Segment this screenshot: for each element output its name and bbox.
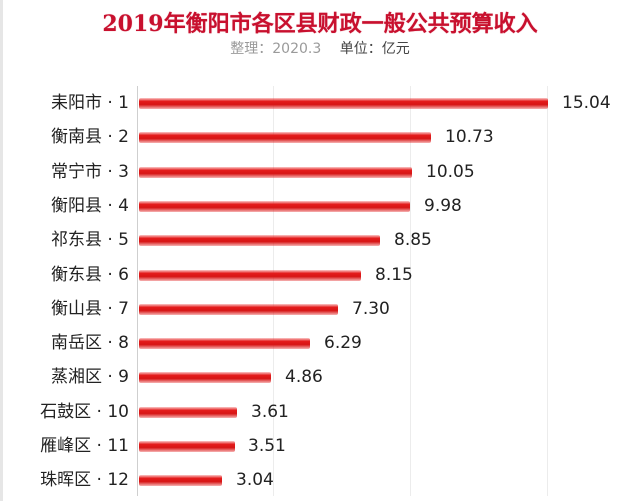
- bar-row: 珠晖区 · 12 3.04: [0, 465, 640, 495]
- unit-label: 单位：亿元: [339, 41, 410, 57]
- category-label: 祁东县 · 5: [50, 230, 129, 250]
- bar-row: 南岳区 · 8 6.29: [0, 328, 640, 358]
- category-label: 常宁市 · 3: [50, 162, 129, 182]
- bar-row: 衡阳县 · 4 9.98: [0, 191, 640, 221]
- bar-row: 常宁市 · 3 10.05: [0, 157, 640, 187]
- category-label: 衡南县 · 2: [50, 127, 129, 147]
- category-label: 耒阳市 · 1: [50, 93, 129, 113]
- bar-row: 祁东县 · 5 8.85: [0, 225, 640, 255]
- category-label: 南岳区 · 8: [50, 333, 129, 353]
- compiled-date: 整理：2020.3: [230, 41, 322, 57]
- bar-row: 衡东县 · 6 8.15: [0, 260, 640, 290]
- value-label: 10.05: [426, 162, 475, 182]
- bar-row: 衡南县 · 2 10.73: [0, 122, 640, 152]
- y-axis: [137, 86, 138, 496]
- gridline-15: [547, 86, 548, 496]
- category-label: 石鼓区 · 10: [40, 402, 129, 422]
- chart-title: 2019年衡阳市各区县财政一般公共预算收入: [102, 11, 538, 37]
- bar: [139, 338, 311, 349]
- value-label: 10.73: [445, 127, 494, 147]
- value-label: 3.51: [248, 436, 286, 456]
- value-label: 4.86: [285, 367, 323, 387]
- bar: [139, 441, 235, 452]
- bar: [139, 132, 431, 143]
- category-label: 蒸湘区 · 9: [50, 367, 129, 387]
- bar-row: 雁峰区 · 11 3.51: [0, 431, 640, 461]
- bar-row: 衡山县 · 7 7.30: [0, 294, 640, 324]
- bar: [139, 167, 413, 178]
- value-label: 3.04: [236, 470, 274, 490]
- value-label: 7.30: [352, 299, 390, 319]
- left-border: [0, 0, 3, 501]
- bar: [139, 475, 222, 486]
- bar: [139, 372, 272, 383]
- category-label: 衡东县 · 6: [50, 265, 129, 285]
- bar: [139, 235, 380, 246]
- gridline-5: [273, 86, 274, 496]
- value-label: 9.98: [424, 196, 462, 216]
- gridline-10: [410, 86, 411, 496]
- bar: [139, 98, 548, 109]
- bar-row: 蒸湘区 · 9 4.86: [0, 362, 640, 392]
- value-label: 3.61: [251, 402, 289, 422]
- category-label: 衡山县 · 7: [50, 299, 129, 319]
- chart-subtitle: 整理：2020.3 单位：亿元: [0, 38, 640, 58]
- bar: [139, 407, 238, 418]
- bar: [139, 201, 411, 212]
- value-label: 15.04: [562, 93, 611, 113]
- value-label: 8.85: [394, 230, 432, 250]
- value-label: 6.29: [324, 333, 362, 353]
- bar: [139, 270, 361, 281]
- category-label: 雁峰区 · 11: [40, 436, 129, 456]
- bar: [139, 304, 338, 315]
- category-label: 衡阳县 · 4: [50, 196, 129, 216]
- value-label: 8.15: [375, 265, 413, 285]
- bar-row: 石鼓区 · 10 3.61: [0, 397, 640, 427]
- bar-row: 耒阳市 · 1 15.04: [0, 88, 640, 118]
- category-label: 珠晖区 · 12: [40, 470, 129, 490]
